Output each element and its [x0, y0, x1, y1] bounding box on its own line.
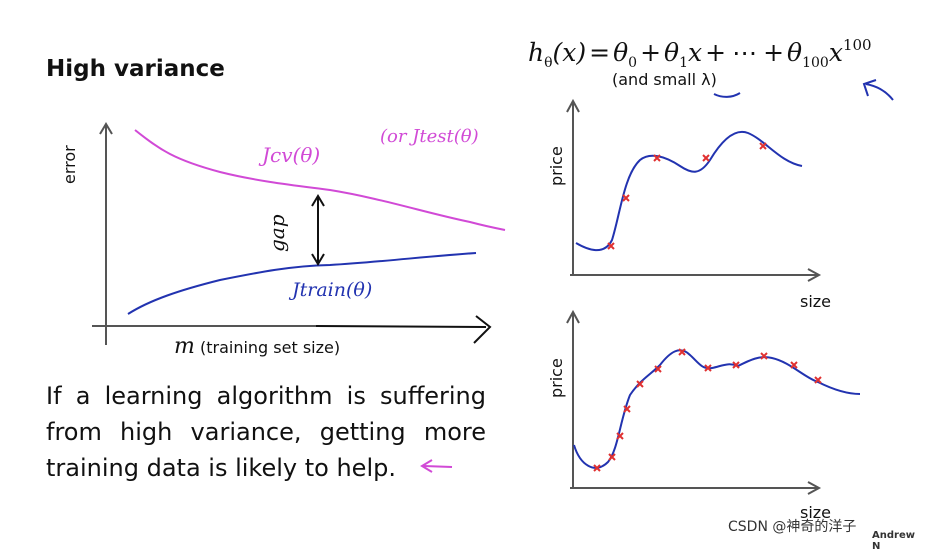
test-label: (or Jtest(θ) [380, 126, 479, 147]
error-axis-label: error [60, 145, 79, 184]
lambda-underline [713, 92, 741, 98]
top-price-axis-label: price [547, 146, 566, 186]
bottom-price-axis-label: price [547, 358, 566, 398]
m-description: (training set size) [199, 338, 341, 357]
training-size-axis-label: m (training set size) [174, 334, 340, 359]
small-lambda-note: (and small λ) [612, 70, 717, 89]
train-error-curve [127, 252, 477, 315]
m-variable: m [174, 334, 195, 359]
hypothesis-formula: hθ(x) = θ0 + θ1x + ⋯ + θ100x100 [528, 36, 872, 71]
formula-tn: θ [787, 38, 803, 67]
formula-t0-sub: 0 [628, 55, 638, 71]
left-plot-x-arrow [315, 315, 492, 344]
bottom-plot-axes [566, 309, 822, 495]
formula-lhs-sub: θ [544, 55, 553, 71]
bottom-data-points [593, 348, 822, 472]
bottom-size-axis-label: size [800, 503, 832, 522]
left-plot-axes [92, 122, 316, 345]
text-pointer-arrow [420, 459, 453, 473]
formula-t1-sub: 1 [679, 55, 689, 71]
top-overfit-curve [575, 130, 803, 252]
top-size-axis-label: size [800, 292, 832, 311]
formula-t0: θ [613, 38, 629, 67]
lambda-arrow [862, 79, 894, 101]
formula-lhs: h [528, 38, 545, 67]
formula-t1-var: x [688, 38, 703, 67]
gap-label: gap [265, 214, 289, 252]
bottom-overfit-curve [573, 349, 861, 469]
conclusion-text: If a learning algorithm is suffering fro… [46, 382, 486, 482]
formula-dots: ⋯ [732, 38, 758, 67]
author-credit: Andrew N [872, 530, 915, 552]
formula-tn-var: x [828, 38, 843, 67]
formula-tn-sup: 100 [842, 36, 872, 54]
top-plot-axes [566, 98, 822, 282]
formula-tn-sub: 100 [802, 55, 829, 71]
formula-t1: θ [664, 38, 680, 67]
cv-error-curve [134, 129, 506, 231]
top-data-points [607, 142, 767, 250]
watermark: CSDN @神奇的洋子 [728, 519, 857, 535]
formula-lhs-arg: (x) [552, 38, 587, 67]
cv-label: Jcv(θ) [258, 143, 320, 167]
train-label: Jtrain(θ) [288, 279, 372, 301]
gap-arrow [311, 194, 325, 266]
slide-title: High variance [46, 56, 225, 82]
